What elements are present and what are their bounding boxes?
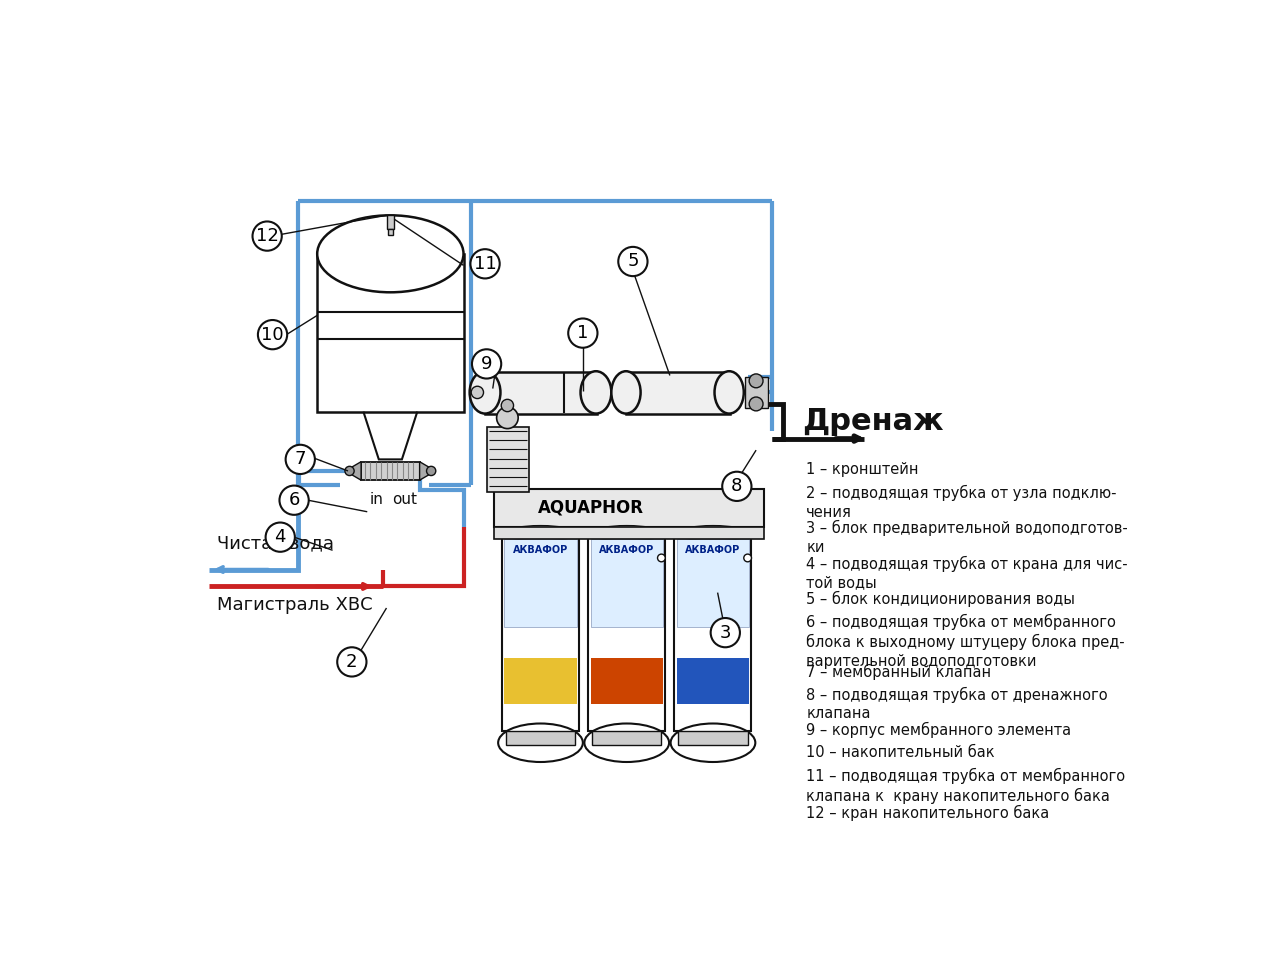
Bar [317, 253, 463, 412]
Bar [504, 539, 577, 627]
Text: 9 – корпус мембранного элемента: 9 – корпус мембранного элемента [806, 722, 1071, 738]
Text: 12: 12 [256, 228, 279, 245]
Bar [589, 535, 666, 732]
Ellipse shape [581, 372, 612, 414]
Circle shape [744, 554, 751, 562]
Bar [388, 229, 393, 235]
Text: 10: 10 [261, 325, 284, 344]
Text: in: in [370, 492, 384, 508]
Text: 2 – подводящая трубка от узла подклю-
чения: 2 – подводящая трубка от узла подклю- че… [806, 485, 1116, 519]
Ellipse shape [714, 372, 744, 414]
Circle shape [252, 222, 282, 251]
Text: 8: 8 [731, 477, 742, 495]
Text: Дренаж: Дренаж [803, 407, 943, 436]
Text: AQUAPHOR: AQUAPHOR [538, 499, 644, 516]
Text: 7: 7 [294, 450, 306, 468]
Bar [506, 732, 575, 745]
Text: 6: 6 [288, 492, 300, 509]
Bar [504, 658, 577, 705]
Ellipse shape [585, 724, 669, 762]
Circle shape [471, 250, 499, 278]
Text: 6 – подводящая трубка от мембранного
блока к выходному штуцеру блока пред-
варит: 6 – подводящая трубка от мембранного бло… [806, 614, 1125, 669]
Circle shape [344, 467, 355, 475]
Bar [486, 427, 529, 492]
Circle shape [722, 471, 751, 501]
Text: 10 – накопительный бак: 10 – накопительный бак [806, 745, 995, 760]
Ellipse shape [498, 724, 582, 762]
Bar [502, 535, 579, 732]
Text: 1: 1 [577, 324, 589, 342]
Circle shape [266, 522, 294, 552]
Circle shape [710, 618, 740, 647]
Bar [361, 462, 420, 480]
Bar [745, 377, 768, 408]
Text: 8 – подводящая трубка от дренажного
клапана: 8 – подводящая трубка от дренажного клап… [806, 686, 1107, 721]
Text: 5: 5 [627, 252, 639, 271]
Bar [494, 489, 764, 527]
Bar [678, 732, 748, 745]
Circle shape [337, 647, 366, 677]
Bar [677, 539, 749, 627]
Circle shape [471, 386, 484, 398]
Text: АКВАФОР: АКВАФОР [513, 545, 568, 555]
Bar [677, 658, 749, 705]
Text: 5 – блок кондиционирования воды: 5 – блок кондиционирования воды [806, 591, 1075, 608]
Text: out: out [392, 492, 417, 508]
Text: 4: 4 [274, 528, 285, 546]
Circle shape [257, 320, 287, 349]
Text: Чистая вода: Чистая вода [218, 535, 334, 553]
Bar [387, 215, 394, 229]
Text: 12 – кран накопительного бака: 12 – кран накопительного бака [806, 805, 1050, 821]
Circle shape [497, 407, 518, 428]
Ellipse shape [504, 526, 577, 541]
Circle shape [279, 486, 308, 515]
Circle shape [618, 247, 648, 276]
Circle shape [472, 349, 502, 378]
Text: 3 – блок предварительной водоподготов-
ки: 3 – блок предварительной водоподготов- к… [806, 520, 1128, 555]
Polygon shape [352, 462, 361, 480]
Text: 3: 3 [719, 624, 731, 641]
Bar [590, 539, 663, 627]
Bar [494, 527, 764, 539]
Circle shape [285, 444, 315, 474]
Text: АКВАФОР: АКВАФОР [599, 545, 654, 555]
Text: Магистраль ХВС: Магистраль ХВС [218, 596, 372, 614]
Ellipse shape [676, 526, 750, 541]
Circle shape [426, 467, 435, 475]
Text: 11: 11 [474, 254, 497, 273]
Circle shape [749, 397, 763, 411]
Circle shape [658, 554, 666, 562]
Ellipse shape [317, 215, 463, 292]
Circle shape [749, 374, 763, 388]
Text: 1 – кронштейн: 1 – кронштейн [806, 462, 919, 477]
Bar [675, 535, 751, 732]
Bar [626, 372, 730, 414]
Bar [590, 658, 663, 705]
Text: 11 – подводящая трубка от мембранного
клапана к  крану накопительного бака: 11 – подводящая трубка от мембранного кл… [806, 768, 1125, 804]
Polygon shape [420, 462, 429, 480]
Bar [593, 732, 662, 745]
Ellipse shape [671, 724, 755, 762]
Circle shape [502, 399, 513, 412]
Bar [485, 372, 596, 414]
Ellipse shape [612, 372, 640, 414]
Ellipse shape [590, 526, 663, 541]
Text: 4 – подводящая трубка от крана для чис-
той воды: 4 – подводящая трубка от крана для чис- … [806, 556, 1128, 590]
Text: 7 – мембранный клапан: 7 – мембранный клапан [806, 663, 991, 680]
Circle shape [568, 319, 598, 348]
Ellipse shape [470, 372, 500, 414]
Text: 2: 2 [346, 653, 357, 671]
Text: 9: 9 [481, 355, 493, 372]
Text: АКВАФОР: АКВАФОР [685, 545, 741, 555]
